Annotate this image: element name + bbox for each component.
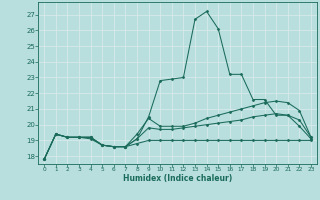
X-axis label: Humidex (Indice chaleur): Humidex (Indice chaleur): [123, 174, 232, 183]
